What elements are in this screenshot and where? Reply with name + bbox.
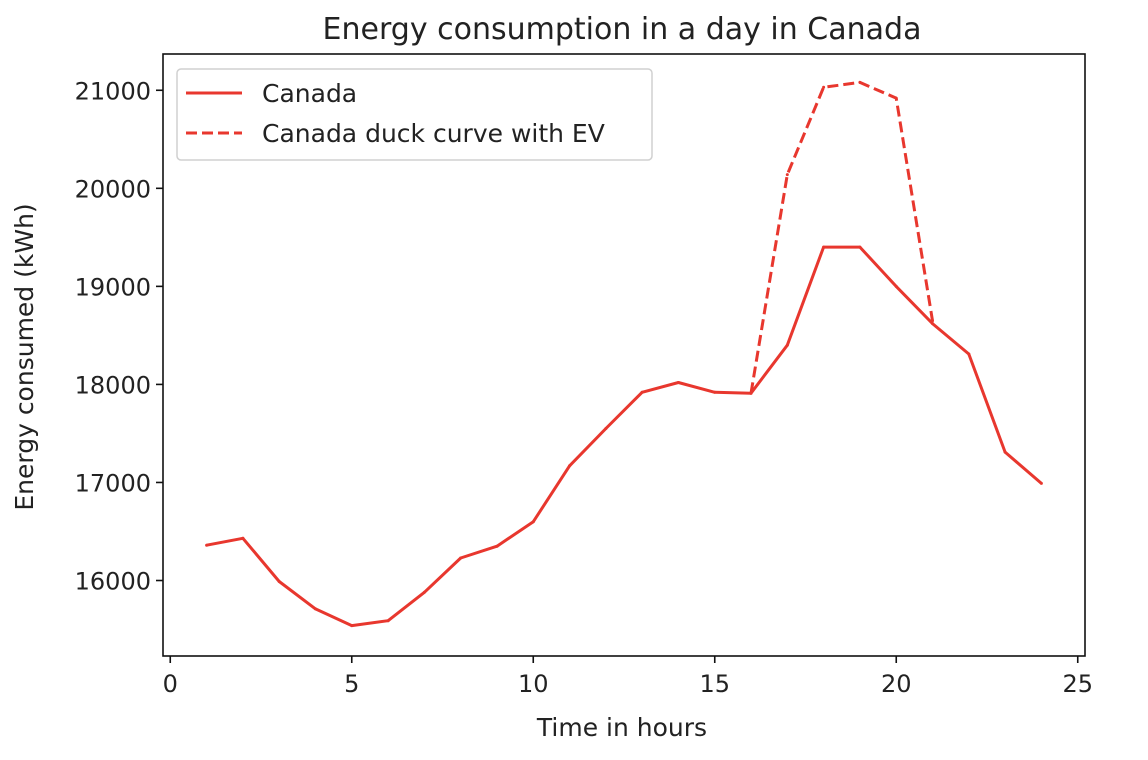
chart-title: Energy consumption in a day in Canada <box>323 12 922 47</box>
data-point <box>531 520 535 524</box>
data-point <box>241 536 245 540</box>
data-point <box>314 607 317 611</box>
x-axis-title: Time in hours <box>536 713 707 742</box>
x-tick-label: 0 <box>163 670 178 698</box>
legend-label: Canada <box>262 79 357 108</box>
x-tick-label: 25 <box>1062 670 1093 698</box>
data-point <box>568 464 572 468</box>
data-point <box>858 245 862 249</box>
legend: Canada Canada duck curve with EV <box>176 68 653 161</box>
legend-label: Canada duck curve with EV <box>262 119 605 148</box>
x-tick-label: 10 <box>518 670 549 698</box>
data-point <box>1039 481 1043 485</box>
data-point <box>205 543 209 547</box>
axes: 0 5 10 15 20 25 16000 17000 18000 19000 20000 21000 <box>75 53 1093 698</box>
x-tick-label: 20 <box>881 670 912 698</box>
y-tick-label: 20000 <box>75 175 151 203</box>
y-tick-label: 19000 <box>75 273 151 301</box>
data-point <box>858 80 862 84</box>
data-point <box>604 427 608 430</box>
data-point <box>894 96 898 100</box>
data-point <box>785 173 789 177</box>
data-point <box>350 624 354 628</box>
y-axis-title: Energy consumed (kWh) <box>10 203 39 510</box>
data-point <box>931 319 934 323</box>
y-tick-label: 21000 <box>75 77 151 105</box>
series-line-canada-ev <box>749 80 934 394</box>
plot-area <box>205 80 1043 628</box>
data-point <box>277 580 281 583</box>
data-point <box>822 85 826 89</box>
data-point <box>676 381 680 384</box>
data-point <box>495 544 499 548</box>
series-line-canada <box>206 245 1043 628</box>
data-point <box>422 590 426 594</box>
data-point <box>386 619 390 623</box>
data-point <box>822 245 826 249</box>
data-point <box>713 390 717 394</box>
data-point <box>931 322 934 326</box>
data-point <box>894 284 898 288</box>
y-tick-label: 16000 <box>75 568 151 596</box>
x-tick-label: 5 <box>344 670 359 698</box>
data-point <box>640 390 644 394</box>
legend-box <box>176 68 653 161</box>
data-point <box>1003 450 1007 454</box>
plot-frame <box>162 53 1086 657</box>
data-point <box>459 556 463 560</box>
data-point <box>967 352 971 356</box>
y-tick-label: 17000 <box>75 469 151 497</box>
data-point <box>749 391 753 395</box>
y-tick-label: 18000 <box>75 371 151 399</box>
x-tick-label: 15 <box>699 670 730 698</box>
data-point <box>785 343 789 347</box>
